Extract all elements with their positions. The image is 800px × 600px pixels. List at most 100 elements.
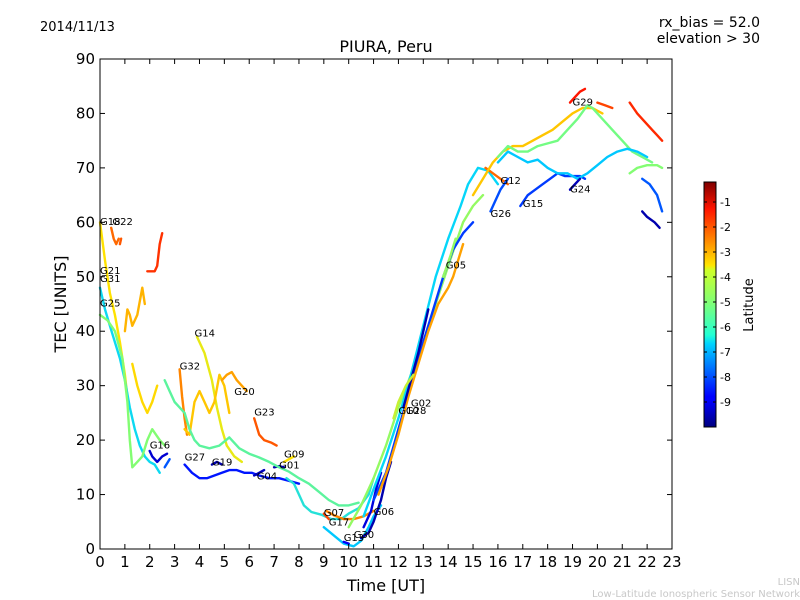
x-tick-label: 3 — [170, 553, 180, 571]
sat-label-G26: G26 — [491, 209, 511, 220]
y-tick-label: 80 — [76, 104, 95, 122]
series-G13 — [342, 540, 350, 545]
series-tail_blue — [641, 177, 664, 213]
x-tick-label: 21 — [613, 553, 632, 571]
sat-label-G23: G23 — [254, 408, 274, 419]
sat-label-G22: G22 — [112, 217, 132, 228]
sat-label-G15: G15 — [523, 199, 543, 210]
series-G29b — [596, 101, 614, 110]
series-tail_red — [628, 101, 664, 142]
x-tick-label: 6 — [244, 553, 254, 571]
series-G32 — [178, 368, 189, 436]
sat-label-G14: G14 — [195, 329, 215, 340]
series-G24 — [568, 177, 582, 191]
sat-label-G27: G27 — [185, 452, 205, 463]
series-G16 — [148, 449, 169, 464]
rx-bias-label: rx_bias = 52.0 — [659, 15, 760, 31]
sat-label-G06: G06 — [374, 507, 394, 518]
elevation-label: elevation > 30 — [657, 31, 760, 47]
colorbar-tick-label: -1 — [720, 196, 731, 209]
sat-label-G25: G25 — [100, 299, 120, 310]
colorbar-ticks: -1 -2 -3 -4 -5 -6 -7 -8 -9 — [704, 196, 731, 409]
y-tick-label: 0 — [85, 540, 95, 558]
sat-label-G12: G12 — [500, 176, 520, 187]
series-G07 — [325, 509, 375, 521]
series-G23 — [253, 417, 278, 447]
data-series-layer — [98, 87, 664, 548]
x-tick-label: 5 — [220, 553, 230, 571]
sat-label-G02: G02 — [411, 398, 431, 409]
x-tick-label: 23 — [662, 553, 681, 571]
series-G27 — [183, 463, 301, 485]
x-tick-label: 15 — [463, 553, 482, 571]
sat-label-G32: G32 — [180, 361, 200, 372]
colorbar-tick-label: -9 — [720, 396, 731, 409]
series-main_green — [163, 379, 360, 507]
sat-label-G13: G13 — [344, 533, 364, 544]
series-G25b — [98, 313, 166, 469]
series-G16b — [163, 458, 171, 469]
colorbar-tick-label: -2 — [720, 221, 731, 234]
colorbar-tick-label: -5 — [720, 296, 731, 309]
series-rise_d — [377, 242, 465, 496]
sat-label-G29: G29 — [573, 97, 593, 108]
y-tick-label: 60 — [76, 213, 95, 231]
colorbar — [703, 181, 717, 428]
plot-frame — [99, 58, 673, 550]
y-tick-label: 70 — [76, 159, 95, 177]
series-G17 — [322, 512, 330, 521]
x-tick-label: 4 — [195, 553, 205, 571]
y-tick-label: 10 — [76, 486, 95, 504]
series-early_orange — [131, 362, 159, 415]
y-tick-label: 50 — [76, 268, 95, 286]
x-tick-label: 2 — [145, 553, 155, 571]
x-axis-label: Time [UT] — [346, 576, 425, 595]
x-tick-label: 19 — [563, 553, 582, 571]
chart-title: PIURA, Peru — [339, 37, 432, 56]
sat-label-G07: G07 — [324, 508, 344, 519]
colorbar-tick-label: -6 — [720, 321, 731, 334]
x-tick-label: 13 — [414, 553, 433, 571]
sat-label-G31: G31 — [100, 274, 120, 285]
x-tick-label: 7 — [269, 553, 279, 571]
series-G20 — [220, 370, 248, 393]
x-tick-label: 14 — [439, 553, 458, 571]
sat-label-G17: G17 — [329, 518, 349, 529]
series-upper_a — [471, 106, 604, 197]
series-G14 — [195, 335, 243, 464]
y-tick-label: 30 — [76, 377, 95, 395]
sat-label-G10: G10 — [398, 406, 418, 417]
sat-label-G05: G05 — [446, 261, 466, 272]
y-tick-label: 20 — [76, 431, 95, 449]
footer-network: Low-Latitude Ionospheric Sensor Network — [592, 589, 800, 600]
x-tick-label: 9 — [319, 553, 329, 571]
colorbar-tick-label: -4 — [720, 271, 731, 284]
y-tick-label: 90 — [76, 50, 95, 68]
series-G09 — [282, 455, 296, 464]
x-tick-label: 1 — [120, 553, 130, 571]
colorbar-tick-label: -3 — [720, 246, 731, 259]
series-G19 — [210, 460, 224, 466]
sat-label-G01: G01 — [279, 460, 299, 471]
sat-label-G20: G20 — [234, 387, 254, 398]
series-G31 — [123, 286, 146, 333]
x-tick-label: 12 — [389, 553, 408, 571]
sat-label-G04: G04 — [257, 471, 277, 482]
y-axis-label: TEC [UNITS] — [51, 256, 70, 354]
sat-label-G16: G16 — [150, 440, 170, 451]
series-G04 — [253, 468, 266, 477]
sat-label-G19: G19 — [212, 458, 232, 469]
x-tick-label: 8 — [294, 553, 304, 571]
x-tick-label: 20 — [588, 553, 607, 571]
x-tick-label: 17 — [513, 553, 532, 571]
sat-label-G24: G24 — [570, 184, 590, 195]
colorbar-tick-label: -7 — [720, 346, 731, 359]
sat-label-G18: G18 — [100, 217, 120, 228]
sat-label-G21: G21 — [100, 266, 120, 277]
sat-label-G09: G09 — [284, 450, 304, 461]
series-G18 — [110, 226, 120, 246]
series-G05 — [442, 237, 457, 278]
x-axis-ticks: 0 1 2 3 4 5 6 7 8 9 10 11 12 13 14 15 16 17 18 19 20 21 22 23 — [95, 59, 682, 571]
